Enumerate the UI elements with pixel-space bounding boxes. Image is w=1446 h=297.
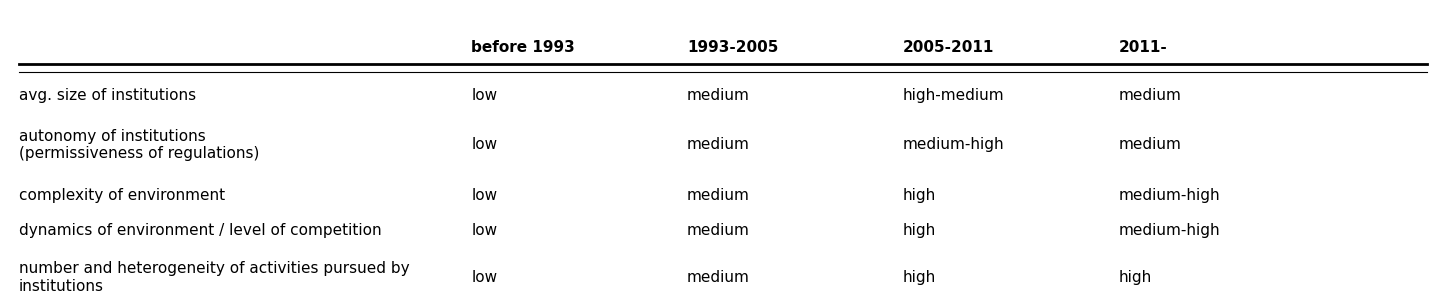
Text: 2005-2011: 2005-2011 <box>902 40 993 55</box>
Text: low: low <box>471 270 497 285</box>
Text: medium: medium <box>687 223 750 238</box>
Text: medium-high: medium-high <box>1118 188 1220 203</box>
Text: before 1993: before 1993 <box>471 40 576 55</box>
Text: dynamics of environment / level of competition: dynamics of environment / level of compe… <box>19 223 382 238</box>
Text: medium-high: medium-high <box>1118 223 1220 238</box>
Text: low: low <box>471 137 497 152</box>
Text: high: high <box>902 223 936 238</box>
Text: high: high <box>902 270 936 285</box>
Text: low: low <box>471 188 497 203</box>
Text: 2011-: 2011- <box>1118 40 1167 55</box>
Text: medium: medium <box>687 137 750 152</box>
Text: low: low <box>471 223 497 238</box>
Text: medium: medium <box>1118 88 1181 103</box>
Text: medium: medium <box>687 270 750 285</box>
Text: 1993-2005: 1993-2005 <box>687 40 778 55</box>
Text: complexity of environment: complexity of environment <box>19 188 224 203</box>
Text: medium: medium <box>687 88 750 103</box>
Text: low: low <box>471 88 497 103</box>
Text: medium: medium <box>1118 137 1181 152</box>
Text: high: high <box>1118 270 1151 285</box>
Text: high-medium: high-medium <box>902 88 1005 103</box>
Text: autonomy of institutions
(permissiveness of regulations): autonomy of institutions (permissiveness… <box>19 129 259 161</box>
Text: high: high <box>902 188 936 203</box>
Text: medium-high: medium-high <box>902 137 1005 152</box>
Text: avg. size of institutions: avg. size of institutions <box>19 88 195 103</box>
Text: number and heterogeneity of activities pursued by
institutions: number and heterogeneity of activities p… <box>19 261 409 294</box>
Text: medium: medium <box>687 188 750 203</box>
